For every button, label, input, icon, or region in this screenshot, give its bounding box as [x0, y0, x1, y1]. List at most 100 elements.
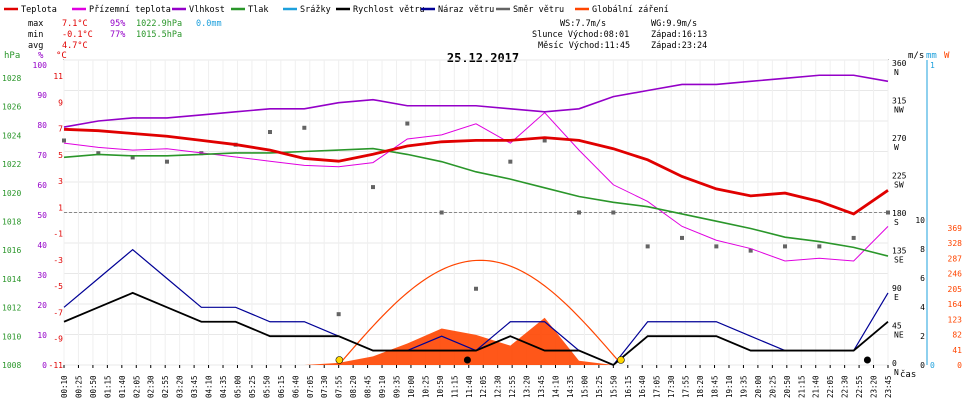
time-tick-label: 14:35 — [566, 375, 575, 398]
dir-tick-name: S — [894, 218, 899, 227]
time-tick-label: 03:45 — [190, 375, 199, 398]
pct-tick: 30 — [37, 271, 47, 280]
info-slunce: Slunce Východ:08:01 — [532, 30, 629, 40]
time-tick-label: 16:15 — [624, 375, 633, 398]
stats-min-hum: 77% — [110, 30, 125, 40]
time-tick-label: 06:15 — [277, 375, 286, 398]
time-tick-label: 13:45 — [537, 375, 546, 398]
wind-direction-point — [474, 286, 478, 291]
time-axis: 00:10 00:25 00:50 01:15 01:40 02:05 02:30 02:55… — [60, 365, 893, 398]
time-tick-label: 05:00 — [233, 375, 242, 398]
c-tick: 5 — [58, 151, 63, 160]
time-tick-label: 22:30 — [841, 375, 850, 398]
legend-label: Náraz větru — [438, 5, 494, 15]
w-tick: 328 — [948, 239, 963, 248]
legend-label: Srážky — [300, 5, 331, 15]
w-tick: 246 — [948, 270, 963, 279]
time-tick-label: 10:00 — [407, 375, 416, 398]
hpa-tick: 1018 — [2, 218, 21, 227]
time-tick-label: 07:05 — [306, 375, 315, 398]
time-tick-label: 00:10 — [60, 375, 69, 398]
time-tick-label: 00:50 — [89, 375, 98, 398]
mm-tick: 0 — [930, 361, 935, 370]
c-tick: 9 — [58, 98, 63, 107]
stats-block: max 7.1°C 95% 1022.9hPa 0.0mm min -0.1°C… — [28, 19, 222, 51]
mm-unit-label: mm — [926, 51, 937, 61]
dir-tick-name: N — [894, 68, 899, 77]
c-tick: -1 — [53, 230, 63, 239]
time-tick-label: 02:55 — [161, 375, 170, 398]
wind-direction-point — [336, 312, 341, 317]
pct-tick: 40 — [37, 241, 47, 250]
w-unit-label: W — [944, 51, 950, 61]
time-tick-label: 10:25 — [421, 375, 430, 398]
time-tick-label: 22:55 — [855, 375, 864, 398]
series-line-p-zemn-teplota — [63, 111, 889, 262]
hpa-unit-label: hPa — [4, 51, 20, 61]
left-axes: 1028102610241022102010181016101410121010… — [2, 61, 63, 370]
ms-tick: 8 — [920, 245, 925, 254]
series-line-rychlost-v-tru — [63, 291, 889, 367]
dir-tick-name: NE — [894, 331, 904, 340]
pct-tick: 0 — [42, 361, 47, 370]
time-tick-label: 03:20 — [176, 375, 185, 398]
time-tick-label: 00:25 — [74, 375, 83, 398]
c-unit-label: °C — [56, 51, 67, 61]
hpa-tick: 1010 — [2, 332, 21, 341]
dir-tick-deg: 180 — [892, 209, 907, 218]
time-tick-label: 13:20 — [523, 375, 532, 398]
c-tick: 3 — [58, 177, 63, 186]
time-tick-label: 06:40 — [291, 375, 300, 398]
pct-unit-label: % — [38, 51, 44, 61]
dir-tick-name: E — [894, 293, 899, 302]
w-tick: 164 — [948, 300, 963, 309]
wind-direction-point — [817, 244, 822, 249]
info-mesic-zapad: Západ:23:24 — [651, 41, 707, 51]
legend-label: Směr větru — [513, 5, 564, 15]
radiation-area — [64, 317, 888, 365]
dir-tick-deg: 135 — [892, 247, 907, 256]
pct-tick: 70 — [37, 151, 47, 160]
pct-tick: 80 — [37, 121, 47, 130]
chart-date-title: 25.12.2017 — [447, 51, 519, 65]
time-tick-label: 17:55 — [682, 375, 691, 398]
stats-min-label: min — [28, 30, 43, 40]
time-tick-label: 11:40 — [465, 375, 474, 398]
wind-direction-point — [680, 235, 684, 240]
w-tick: 205 — [948, 285, 963, 294]
time-tick-label: 02:05 — [132, 375, 141, 398]
wind-direction-point — [714, 244, 719, 249]
time-tick-label: 15:25 — [595, 375, 604, 398]
moonrise-marker — [463, 356, 471, 364]
wind-direction-point — [611, 210, 616, 215]
pct-tick: 50 — [37, 211, 47, 220]
sunrise-marker — [335, 356, 344, 364]
time-tick-label: 10:50 — [436, 375, 445, 398]
dir-tick-name: SW — [894, 181, 904, 190]
wind-direction-point — [439, 210, 444, 215]
sunset-marker — [617, 356, 625, 364]
wind-direction-point — [96, 151, 101, 156]
stats-min-press: 1015.5hPa — [136, 30, 182, 40]
info-ws: WS:7.7m/s — [560, 19, 606, 29]
w-tick: 287 — [948, 254, 963, 263]
w-tick: 369 — [948, 224, 963, 233]
info-slunce-zapad: Západ:16:13 — [651, 30, 707, 40]
time-tick-label: 20:00 — [754, 375, 763, 398]
c-tick: 11 — [53, 72, 63, 81]
legend-label: Přízemní teplota — [89, 5, 171, 15]
dir-tick-deg: 225 — [892, 172, 907, 181]
time-tick-label: 02:30 — [147, 375, 156, 398]
series-line-vlhkost — [63, 74, 889, 128]
wind-sun-moon-info: WS:7.7m/s WG:9.9m/s Slunce Východ:08:01 … — [532, 19, 707, 51]
wind-direction-point — [130, 155, 135, 160]
w-tick: 0 — [957, 361, 962, 370]
time-axis-label: čas — [900, 369, 916, 380]
series-line-teplota — [63, 127, 889, 216]
stats-max-press: 1022.9hPa — [136, 19, 182, 29]
time-tick-label: 14:10 — [552, 375, 561, 398]
time-tick-label: 08:45 — [364, 375, 373, 398]
wind-direction-point — [783, 244, 787, 249]
series-line-tlak — [63, 147, 889, 257]
stats-max-rain: 0.0mm — [196, 19, 222, 29]
